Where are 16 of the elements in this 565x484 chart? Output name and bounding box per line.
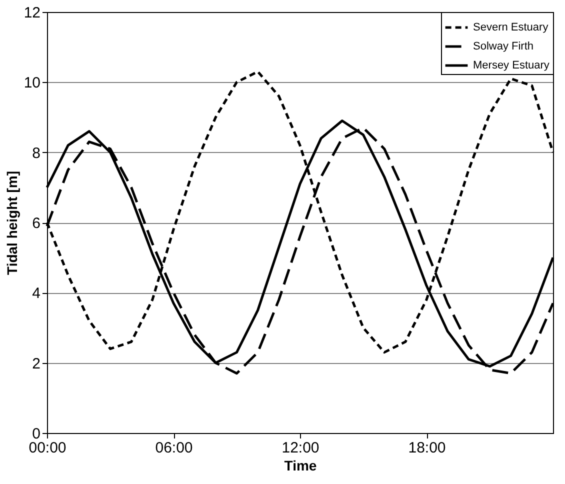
x-tick-label: 06:00 bbox=[155, 440, 193, 456]
legend-label: Severn Estuary bbox=[473, 22, 549, 34]
y-tick-label: 10 bbox=[24, 74, 40, 92]
y-axis-title: Tidal height [m] bbox=[4, 171, 20, 275]
legend-label: Solway Firth bbox=[473, 40, 534, 52]
x-tick-label: 00:00 bbox=[28, 440, 66, 456]
x-axis-title: Time bbox=[284, 458, 317, 474]
y-tick-label: 2 bbox=[32, 355, 40, 372]
x-tick-label: 12:00 bbox=[282, 440, 320, 456]
y-tick-label: 12 bbox=[24, 4, 40, 22]
legend-label: Mersey Estuary bbox=[473, 60, 550, 72]
y-tick-label: 4 bbox=[32, 285, 40, 302]
y-tick-label: 6 bbox=[32, 215, 40, 232]
x-tick-label: 18:00 bbox=[408, 440, 446, 456]
y-tick-label: 8 bbox=[32, 144, 40, 162]
y-tick-label: 0 bbox=[32, 426, 40, 442]
